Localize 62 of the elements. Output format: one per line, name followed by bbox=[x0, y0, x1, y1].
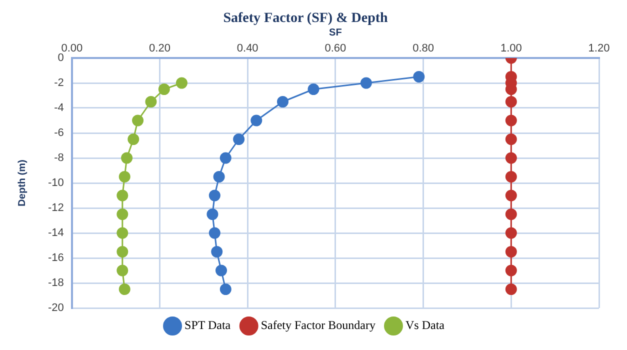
point bbox=[505, 96, 517, 108]
point bbox=[220, 284, 232, 295]
x-tick-label: 0.80 bbox=[412, 42, 434, 54]
y-tick-label: -6 bbox=[54, 127, 64, 140]
point bbox=[116, 264, 128, 276]
point bbox=[213, 171, 225, 182]
point bbox=[360, 77, 372, 89]
point bbox=[505, 152, 517, 164]
point bbox=[206, 208, 218, 220]
x-tick-label: 1.00 bbox=[500, 42, 522, 54]
point bbox=[211, 246, 223, 258]
point bbox=[215, 264, 227, 276]
point bbox=[505, 134, 517, 145]
point bbox=[116, 208, 128, 220]
point bbox=[116, 227, 128, 239]
legend-label: Vs Data bbox=[405, 318, 446, 332]
point bbox=[116, 246, 128, 258]
y-tick-label: -8 bbox=[54, 152, 64, 164]
point bbox=[132, 114, 144, 126]
y-tick-label: -18 bbox=[48, 277, 64, 290]
y-tick-label: -2 bbox=[54, 77, 64, 90]
y-tick-label: 0 bbox=[58, 52, 64, 64]
point bbox=[118, 171, 130, 182]
x-tick-label: 0.20 bbox=[149, 42, 170, 54]
x-tick-label: 1.20 bbox=[588, 42, 610, 54]
point bbox=[121, 152, 133, 164]
point bbox=[176, 77, 188, 89]
point bbox=[276, 96, 288, 108]
point bbox=[145, 96, 157, 108]
point bbox=[308, 84, 320, 95]
point bbox=[233, 134, 245, 145]
point bbox=[118, 284, 130, 295]
x-tick-label: 0.40 bbox=[236, 42, 258, 54]
y-tick-label: -12 bbox=[48, 202, 64, 214]
y-tick-label: -10 bbox=[48, 177, 64, 190]
x-tick-label: 0.60 bbox=[324, 42, 346, 54]
point bbox=[505, 264, 517, 276]
chart-title: Safety Factor (SF) & Depth bbox=[223, 11, 388, 26]
legend-label: SPT Data bbox=[184, 318, 232, 332]
y-tick-label: -14 bbox=[48, 227, 64, 240]
x-axis-title: SF bbox=[329, 28, 342, 39]
x-tick-label: 0.00 bbox=[61, 42, 83, 54]
point bbox=[505, 246, 517, 258]
point bbox=[208, 227, 220, 239]
legend-label: Safety Factor Boundary bbox=[260, 318, 376, 332]
point bbox=[413, 71, 425, 82]
point bbox=[220, 152, 232, 164]
y-tick-label: -16 bbox=[48, 252, 64, 264]
point bbox=[505, 171, 517, 182]
point bbox=[158, 84, 170, 95]
point bbox=[505, 208, 517, 220]
point bbox=[505, 190, 517, 202]
point bbox=[505, 227, 517, 239]
y-tick-label: -20 bbox=[48, 302, 64, 314]
point bbox=[505, 284, 517, 295]
point bbox=[128, 134, 140, 145]
point bbox=[505, 114, 517, 126]
point bbox=[250, 114, 262, 126]
y-tick-label: -4 bbox=[54, 102, 64, 114]
point bbox=[116, 190, 128, 202]
y-axis-title: Depth (m) bbox=[16, 160, 28, 206]
point bbox=[208, 190, 220, 202]
